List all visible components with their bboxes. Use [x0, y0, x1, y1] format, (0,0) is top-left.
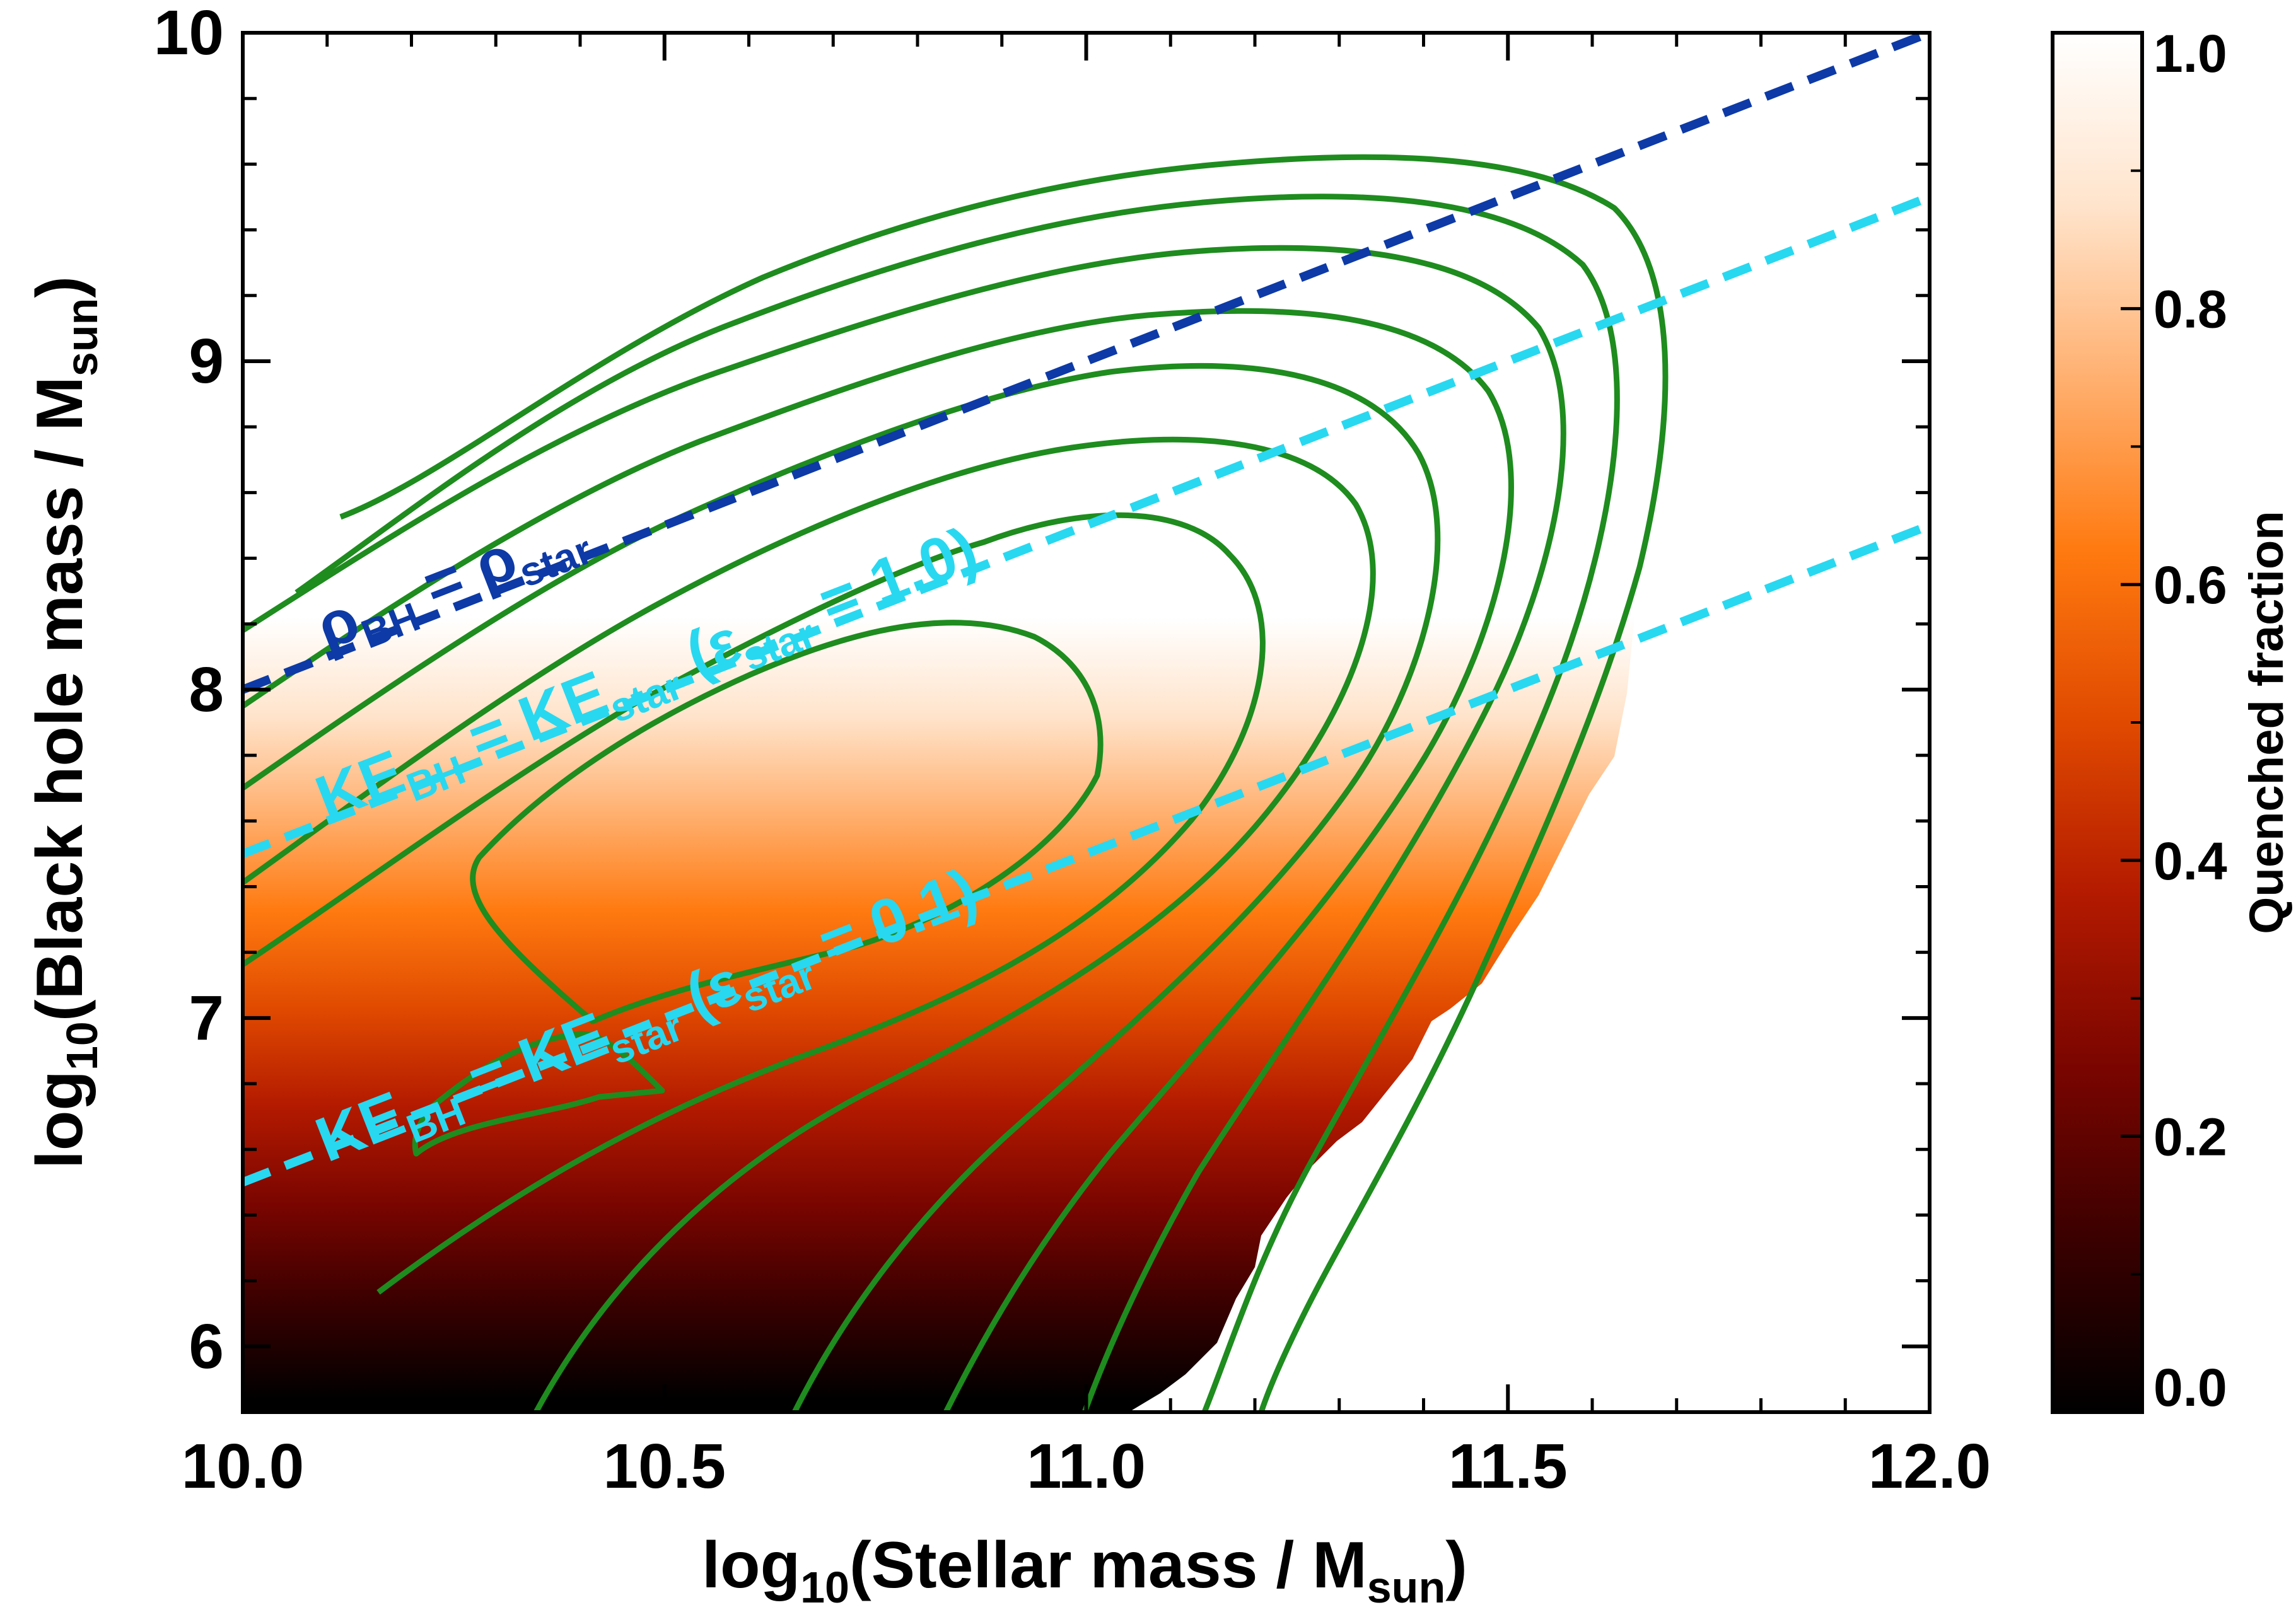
y-tick-label: 6 [189, 1311, 224, 1382]
colorbar-tick-label: 0.4 [2153, 832, 2227, 891]
density-contour [243, 362, 1441, 1412]
y-tick-label: 10 [154, 0, 224, 68]
density-contour [243, 308, 1514, 1412]
colorbar-tick-label: 0.8 [2153, 280, 2227, 339]
colorbar-ticks: 0.0 0.2 0.4 0.6 0.8 1.0 [2121, 24, 2227, 1417]
density-contours [243, 154, 1669, 1412]
density-contour [294, 194, 1620, 1412]
colorbar-tick-label: 0.0 [2153, 1358, 2227, 1417]
x-tick-label: 11.5 [1448, 1431, 1568, 1502]
x-axis-label: log10(Stellar mass / Msun) [702, 1529, 1467, 1612]
reference-line-ke-bh-equals-ke-star-eps-1 [243, 192, 1930, 858]
density-contour [339, 154, 1669, 1412]
x-tick-label: 11.0 [1027, 1431, 1146, 1502]
reference-line-ke-bh-equals-ke-star-eps-0.1 [243, 521, 1930, 1186]
reference-lines [243, 33, 1930, 1186]
y-tick-label: 7 [189, 983, 224, 1053]
density-contour [243, 512, 1266, 1295]
x-tick-label: 10.0 [182, 1431, 305, 1502]
density-contour [243, 436, 1376, 1412]
reference-line-label-rho-bh-equals-rho-star: ρBH = ρstar [306, 495, 598, 671]
density-contour [243, 245, 1566, 1412]
colorbar: 0.0 0.2 0.4 0.6 0.8 1.0 Quenched fraction [2051, 24, 2293, 1417]
x-axis-ticks: 10.0 10.5 11.0 11.5 12.0 [182, 33, 1991, 1502]
colorbar-label: Quenched fraction [2240, 511, 2293, 934]
y-axis-label: log10(Black hole mass / Msun) [23, 276, 107, 1169]
x-tick-label: 10.5 [603, 1431, 726, 1502]
colorbar-tick-label: 1.0 [2153, 24, 2227, 83]
colorbar-tick-label: 0.6 [2153, 555, 2227, 615]
colorbar-tick-label: 0.2 [2153, 1107, 2227, 1166]
colorbar-gradient [2051, 31, 2144, 1414]
y-tick-label: 8 [189, 654, 224, 725]
y-tick-label: 9 [189, 326, 224, 397]
plot-area [243, 33, 1930, 1412]
y-axis-ticks: 6 7 8 9 10 [154, 0, 1930, 1414]
x-tick-label: 12.0 [1868, 1431, 1991, 1502]
reference-line-rho-bh-equals-rho-star [243, 33, 1930, 694]
